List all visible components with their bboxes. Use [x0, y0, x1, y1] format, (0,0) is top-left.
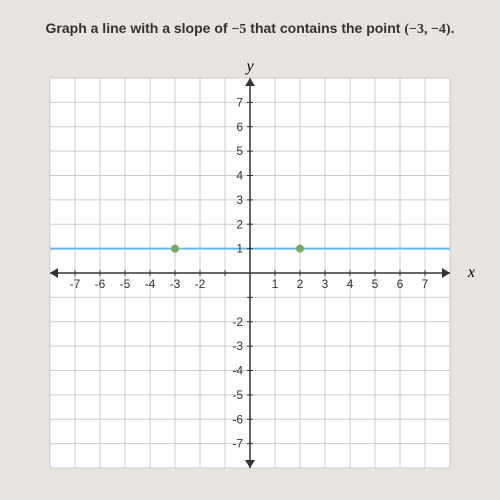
prompt-slope: −5: [231, 22, 246, 37]
coordinate-graph[interactable]: y x -7-6-5-4-3-212345671234567-2-3-4-5-6…: [30, 63, 470, 483]
svg-text:-6: -6: [95, 277, 106, 291]
svg-text:-3: -3: [170, 277, 181, 291]
prompt-text-after: .: [451, 20, 455, 36]
svg-text:2: 2: [236, 217, 243, 231]
prompt-text-before: Graph a line with a slope of: [46, 20, 232, 36]
svg-text:2: 2: [297, 277, 304, 291]
problem-prompt: Graph a line with a slope of −5 that con…: [46, 20, 455, 38]
x-axis-label: x: [468, 264, 475, 282]
svg-text:-7: -7: [70, 277, 81, 291]
svg-text:5: 5: [372, 277, 379, 291]
svg-text:-7: -7: [232, 437, 243, 451]
prompt-point: (−3, −4): [404, 22, 450, 37]
prompt-text-middle: that contains the point: [246, 20, 404, 36]
y-axis-label: y: [246, 58, 253, 76]
svg-text:-2: -2: [195, 277, 206, 291]
svg-text:-4: -4: [232, 364, 243, 378]
svg-text:-6: -6: [232, 412, 243, 426]
graph-svg[interactable]: -7 -6 -5 -4 -3 -2 1 2 3 4 5 6 7 1 2 3 4 5 6 7 -2 -3 -4 -5 -6 -7: [30, 63, 470, 483]
svg-text:4: 4: [347, 277, 354, 291]
svg-text:-5: -5: [120, 277, 131, 291]
svg-text:-5: -5: [232, 388, 243, 402]
svg-text:-2: -2: [232, 315, 243, 329]
svg-text:5: 5: [236, 144, 243, 158]
svg-text:4: 4: [236, 169, 243, 183]
svg-text:7: 7: [236, 95, 243, 109]
svg-text:6: 6: [397, 277, 404, 291]
svg-text:6: 6: [236, 120, 243, 134]
svg-text:7: 7: [422, 277, 429, 291]
svg-text:3: 3: [236, 193, 243, 207]
svg-text:1: 1: [272, 277, 279, 291]
svg-text:-3: -3: [232, 339, 243, 353]
svg-text:-4: -4: [145, 277, 156, 291]
svg-text:3: 3: [322, 277, 329, 291]
svg-text:1: 1: [236, 242, 243, 256]
